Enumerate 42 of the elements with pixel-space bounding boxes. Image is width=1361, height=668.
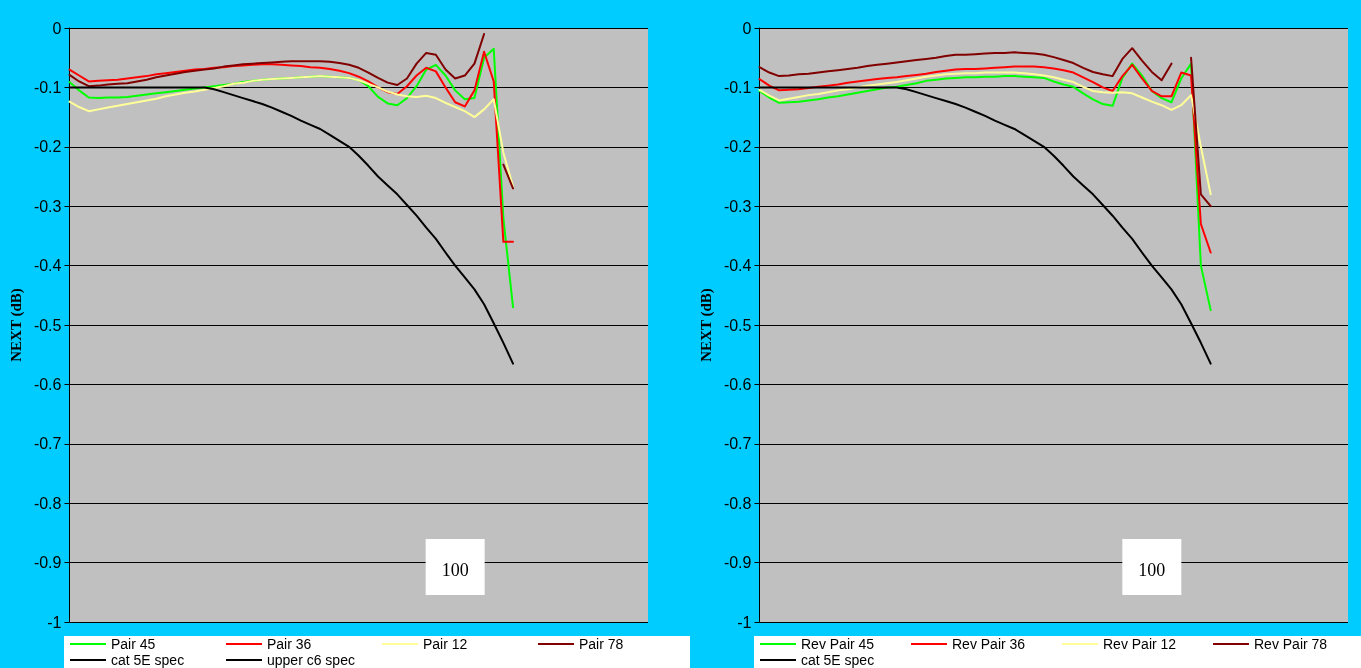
legend-label: upper c6 spec — [267, 652, 355, 668]
y-tick-label: -0.9 — [33, 554, 62, 572]
legend-label: cat 5E spec — [801, 652, 875, 668]
y-tick-label: -0.3 — [723, 197, 752, 215]
legend-label: Rev Pair 78 — [1254, 636, 1328, 652]
y-tick-label: -0.9 — [723, 554, 752, 572]
y-tick-label: -0.8 — [33, 494, 62, 512]
x-tick-label: 100 — [1138, 560, 1166, 580]
legend-label: Pair 36 — [267, 636, 312, 652]
y-axis-title: NEXT (dB) — [7, 288, 25, 362]
y-tick-label: -0.8 — [723, 494, 752, 512]
y-tick-label: -0.7 — [723, 435, 752, 453]
y-tick-label: -0.1 — [723, 78, 752, 96]
legend-label: Rev Pair 36 — [952, 636, 1026, 652]
y-tick-label: -1 — [737, 613, 752, 631]
y-tick-label: 0 — [742, 19, 752, 37]
y-tick-label: -0.6 — [33, 375, 62, 393]
y-tick-label: -0.5 — [723, 316, 752, 334]
line-series — [68, 50, 515, 243]
line-series — [758, 71, 1212, 196]
line-series — [68, 75, 515, 188]
legend-label: Rev Pair 12 — [1103, 636, 1177, 652]
legend-label: Pair 78 — [579, 636, 624, 652]
y-axis-title: NEXT (dB) — [697, 288, 715, 362]
legend-label: Pair 45 — [111, 636, 156, 652]
line-series — [758, 63, 1212, 254]
y-tick-label: -0.6 — [723, 375, 752, 393]
y-tick-label: -0.7 — [33, 435, 62, 453]
legend-label: cat 5E spec — [111, 652, 185, 668]
legend-label: Rev Pair 45 — [801, 636, 875, 652]
y-tick-label: -0.1 — [33, 78, 62, 96]
y-tick-label: -1 — [47, 613, 62, 631]
y-tick-label: -0.5 — [33, 316, 62, 334]
y-tick-label: 0 — [52, 19, 62, 37]
y-tick-label: -0.2 — [723, 138, 752, 156]
line-series — [758, 62, 1212, 312]
y-tick-label: -0.4 — [723, 257, 752, 275]
y-tick-label: -0.2 — [33, 138, 62, 156]
y-tick-label: -0.3 — [33, 197, 62, 215]
x-tick-label: 100 — [441, 560, 469, 580]
legend-label: Pair 12 — [423, 636, 468, 652]
y-tick-label: -0.4 — [33, 257, 62, 275]
